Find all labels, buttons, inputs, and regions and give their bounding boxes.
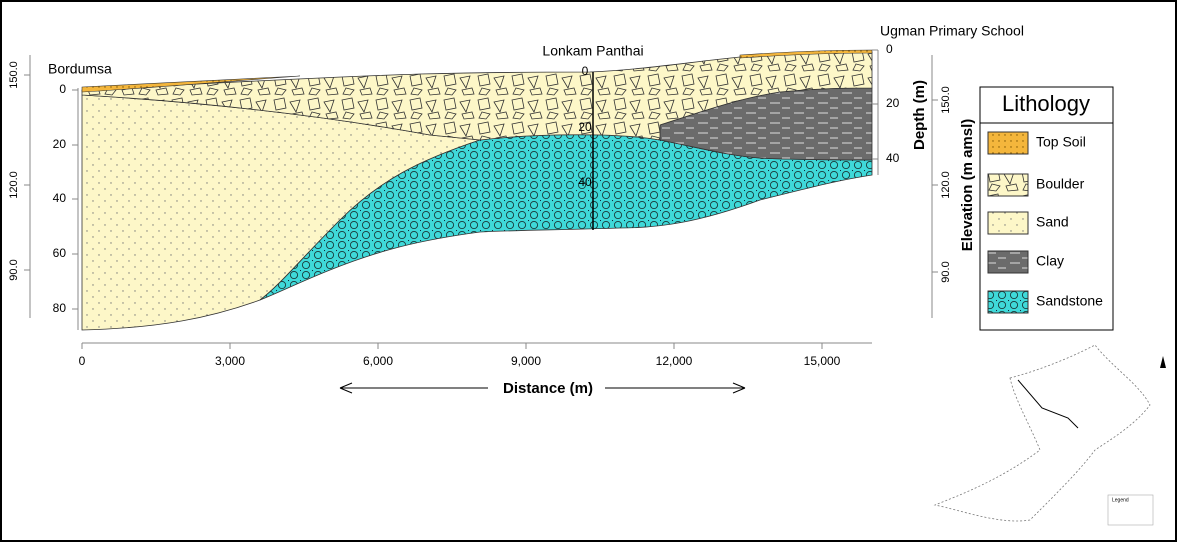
site-label: Bordumsa xyxy=(48,61,112,77)
x-tick-label: 6,000 xyxy=(363,354,393,368)
elevation-tick-label: 90.0 xyxy=(940,261,952,282)
x-tick-label: 15,000 xyxy=(804,354,841,368)
elevation-tick-label: 120.0 xyxy=(8,171,20,199)
depth-tick-label: 0 xyxy=(886,42,893,56)
north-arrow xyxy=(1160,356,1166,368)
legend-swatch xyxy=(987,131,1029,155)
depth-tick-label: 40 xyxy=(886,151,900,165)
depth-tick-label: 0 xyxy=(59,82,66,96)
legend-label: Clay xyxy=(1036,253,1064,269)
inset-map xyxy=(933,344,1151,522)
legend-box xyxy=(979,86,1114,331)
borehole-tick-label: 20 xyxy=(578,120,592,134)
x-tick-label: 0 xyxy=(79,354,86,368)
inset-legend-box xyxy=(1107,494,1154,526)
axis-title: Distance (m) xyxy=(503,380,593,397)
elevation-tick-label: 90.0 xyxy=(8,259,20,280)
legend-label: Sandstone xyxy=(1036,293,1103,309)
legend-label: Sand xyxy=(1036,214,1069,230)
depth-tick-label: 40 xyxy=(53,191,67,205)
axis-title: Elevation (m amsl) xyxy=(959,119,976,252)
legend-swatch xyxy=(987,290,1029,314)
borehole-tick-label: 40 xyxy=(578,175,592,189)
legend-swatch xyxy=(987,211,1029,235)
inset-legend-title: Legend xyxy=(1112,497,1129,503)
site-label: Ugman Primary School xyxy=(880,23,1024,39)
site-label: Lonkam Panthai xyxy=(542,43,643,59)
legend-title-box xyxy=(979,86,1114,124)
boulder-layer xyxy=(81,51,873,141)
depth-tick-label: 20 xyxy=(886,96,900,110)
x-tick-label: 3,000 xyxy=(215,354,245,368)
legend-label: Top Soil xyxy=(1036,134,1086,150)
inset-section-line xyxy=(1017,379,1079,429)
borehole-tick-label: 0 xyxy=(582,64,589,78)
depth-tick-label: 60 xyxy=(53,246,67,260)
elevation-tick-label: 150.0 xyxy=(940,86,952,114)
elevation-tick-label: 120.0 xyxy=(940,171,952,199)
elevation-tick-label: 150.0 xyxy=(8,61,20,89)
legend-swatch xyxy=(987,250,1029,274)
arrow-head xyxy=(339,382,353,394)
legend-label: Boulder xyxy=(1036,176,1085,192)
depth-tick-label: 20 xyxy=(53,137,67,151)
x-tick-label: 12,000 xyxy=(656,354,693,368)
arrow-head xyxy=(732,382,746,394)
depth-tick-label: 80 xyxy=(53,301,67,315)
legend-swatch xyxy=(987,173,1029,197)
top-soil-layer xyxy=(81,49,873,93)
axis-title: Depth (m) xyxy=(911,80,928,150)
legend-title: Lithology xyxy=(1002,91,1090,116)
x-tick-label: 9,000 xyxy=(511,354,541,368)
